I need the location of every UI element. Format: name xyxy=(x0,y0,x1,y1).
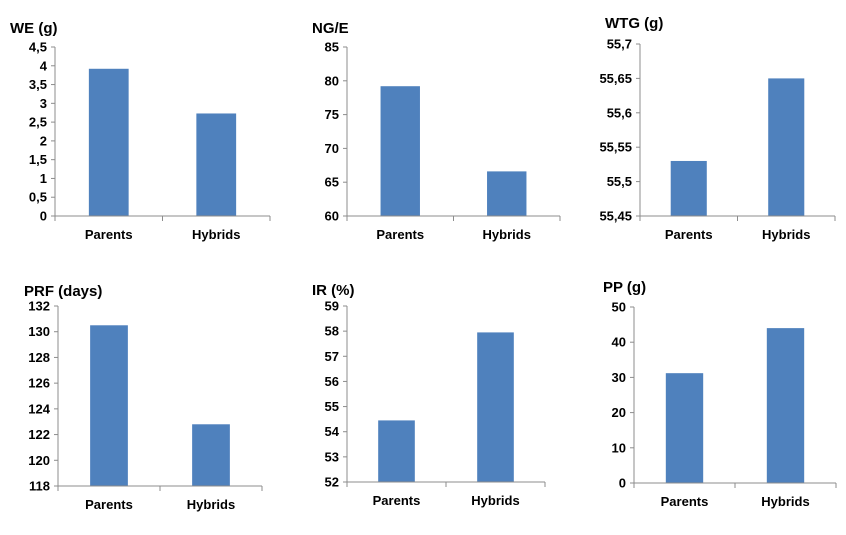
chart-title: WE (g) xyxy=(10,20,57,37)
chart-3: WTG (g) 55,45 55,5 55,55 55,6 55,65 55,7 Parent… xyxy=(599,15,836,242)
y-tick-label: 2,5 xyxy=(29,115,47,130)
y-tick-label: 2 xyxy=(40,133,47,148)
chart-title: PRF (days) xyxy=(24,283,102,300)
y-tick-label: 54 xyxy=(325,424,340,439)
chart-1: WE (g) 0 0,5 1 1,5 2 2,5 3 3,5 4 4,5 Parents Hybrids xyxy=(10,20,271,242)
bar-hybrids xyxy=(477,332,514,482)
y-tick-label: 0 xyxy=(40,209,47,224)
y-tick-label: 52 xyxy=(325,475,339,490)
x-tick-label: Hybrids xyxy=(187,497,235,512)
y-tick-label: 58 xyxy=(325,324,339,339)
x-tick-label: Parents xyxy=(85,227,133,242)
y-tick-label: 70 xyxy=(325,141,339,156)
y-tick-label: 4 xyxy=(40,58,48,73)
y-tick-label: 10 xyxy=(612,440,626,455)
bar-hybrids xyxy=(768,78,805,217)
bar-parents xyxy=(378,420,415,482)
y-tick-label: 0 xyxy=(619,476,626,491)
y-tick-label: 55 xyxy=(325,399,339,414)
x-tick-label: Parents xyxy=(373,493,421,508)
chart-5: IR (%) 52 53 54 55 56 57 58 59 Parents Hybrids xyxy=(312,282,546,508)
x-tick-label: Hybrids xyxy=(483,227,531,242)
y-tick-label: 0,5 xyxy=(29,190,47,205)
y-tick-label: 55,55 xyxy=(599,140,632,155)
y-tick-label: 130 xyxy=(28,324,50,339)
bar-parents xyxy=(88,68,129,216)
bar-hybrids xyxy=(487,171,527,216)
y-tick-label: 30 xyxy=(612,370,626,385)
x-tick-label: Parents xyxy=(376,227,424,242)
chart-title: NG/E xyxy=(312,20,349,37)
y-tick-label: 55,5 xyxy=(607,174,632,189)
x-tick-label: Hybrids xyxy=(471,493,519,508)
chart-6: PP (g) 0 10 20 30 40 50 Parents Hybrids xyxy=(603,279,837,509)
chart-title: WTG (g) xyxy=(605,15,663,32)
y-tick-label: 128 xyxy=(28,350,50,365)
chart-title: PP (g) xyxy=(603,279,646,296)
y-tick-label: 57 xyxy=(325,349,339,364)
y-tick-label: 55,45 xyxy=(599,209,632,224)
bar-parents xyxy=(665,373,704,483)
x-tick-label: Parents xyxy=(665,227,713,242)
y-tick-label: 3 xyxy=(40,96,47,111)
bar-hybrids xyxy=(196,113,237,216)
y-tick-label: 132 xyxy=(28,299,50,314)
bar-hybrids xyxy=(192,424,230,486)
y-tick-label: 85 xyxy=(325,40,339,55)
y-tick-label: 56 xyxy=(325,374,339,389)
y-tick-label: 80 xyxy=(325,73,339,88)
chart-title: IR (%) xyxy=(312,282,355,299)
x-tick-label: Hybrids xyxy=(761,494,809,509)
y-tick-label: 55,6 xyxy=(607,105,632,120)
y-tick-label: 75 xyxy=(325,107,339,122)
y-tick-label: 3,5 xyxy=(29,77,47,92)
chart-2: NG/E 60 65 70 75 80 85 Parents Hybrids xyxy=(312,20,561,242)
y-tick-label: 122 xyxy=(28,427,50,442)
bar-parents xyxy=(90,325,128,486)
x-tick-label: Parents xyxy=(85,497,133,512)
y-tick-label: 65 xyxy=(325,175,339,190)
y-tick-label: 124 xyxy=(28,401,50,416)
y-tick-label: 1,5 xyxy=(29,152,47,167)
bar-parents xyxy=(670,160,707,216)
y-tick-label: 55,7 xyxy=(607,37,632,52)
y-tick-label: 55,65 xyxy=(599,71,632,86)
y-tick-label: 118 xyxy=(29,479,50,494)
y-tick-label: 53 xyxy=(325,449,339,464)
bar-parents xyxy=(380,86,420,216)
x-tick-label: Hybrids xyxy=(192,227,240,242)
y-tick-label: 20 xyxy=(612,405,626,420)
y-tick-label: 60 xyxy=(325,209,339,224)
x-tick-label: Parents xyxy=(661,494,709,509)
y-tick-label: 4,5 xyxy=(29,40,47,55)
y-tick-label: 120 xyxy=(28,453,50,468)
bar-hybrids xyxy=(766,328,805,483)
y-tick-label: 50 xyxy=(612,300,626,315)
y-tick-label: 40 xyxy=(612,335,626,350)
chart-4: PRF (days) 118 120 122 124 126 128 130 132 Parent… xyxy=(24,283,263,512)
x-tick-label: Hybrids xyxy=(762,227,810,242)
y-tick-label: 126 xyxy=(28,376,50,391)
y-tick-label: 59 xyxy=(325,299,339,314)
y-tick-label: 1 xyxy=(40,171,47,186)
